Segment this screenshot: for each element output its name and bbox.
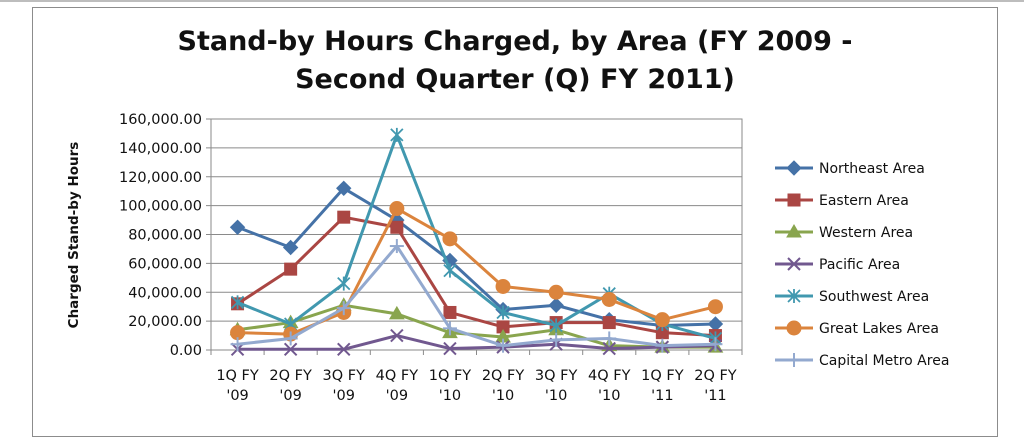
data-point-eastern-area	[284, 262, 298, 276]
x-tick-label-year: '10	[598, 388, 620, 404]
x-tick-label-year: '11	[704, 388, 726, 404]
x-tick-label: 2Q FY	[482, 368, 525, 384]
y-tick-label: 20,000.00	[128, 314, 202, 330]
series-line-eastern-area	[236, 215, 716, 338]
data-point-pacific-area	[443, 341, 457, 356]
top-border-line	[0, 0, 1024, 2]
data-point-great-lakes-area	[601, 291, 617, 307]
legend-marker-northeast-area	[786, 160, 802, 176]
data-point-great-lakes-area	[442, 231, 458, 247]
x-tick-label-year: '10	[492, 388, 514, 404]
data-point-northeast-area	[707, 316, 724, 332]
data-point-northeast-area	[336, 180, 352, 197]
data-point-capital-metro-area	[708, 337, 723, 352]
x-tick-label: 1Q FY	[429, 368, 472, 384]
series-line-southwest-area	[236, 133, 716, 340]
x-tick-label-year: '09	[386, 388, 408, 404]
x-tick-label: 2Q FY	[269, 368, 312, 384]
data-point-northeast-area	[548, 297, 564, 313]
data-point-capital-metro-area	[283, 331, 298, 346]
data-point-pacific-area	[602, 341, 616, 356]
data-point-northeast-area	[229, 219, 246, 235]
series-line-northeast-area	[237, 186, 716, 327]
y-tick-label: 40,000.00	[128, 285, 202, 301]
data-point-eastern-area	[443, 305, 457, 319]
data-point-southwest-area	[230, 295, 245, 310]
x-tick-label: 4Q FY	[588, 368, 631, 384]
legend-marker-western-area	[786, 224, 802, 238]
x-tick-label-year: '11	[651, 388, 673, 404]
x-tick-label: 3Q FY	[535, 368, 578, 384]
legend-label-southwest-area: Southwest Area	[819, 289, 929, 305]
y-axis-label: Charged Stand-by Hours	[66, 142, 82, 329]
data-point-capital-metro-area	[496, 338, 511, 353]
x-tick-label-year: '09	[333, 388, 355, 404]
legend-label-capital-metro-area: Capital Metro Area	[819, 353, 949, 369]
x-tick-label: 3Q FY	[323, 368, 366, 384]
data-point-great-lakes-area	[389, 201, 405, 217]
x-tick-label-year: '10	[545, 388, 567, 404]
y-tick-label: 80,000.00	[128, 228, 202, 244]
chart-title-line-1: Stand-by Hours Charged, by Area (FY 2009…	[178, 26, 853, 57]
chart-title-line-2: Second Quarter (Q) FY 2011)	[295, 64, 735, 95]
data-point-eastern-area	[390, 220, 404, 234]
legend-label-pacific-area: Pacific Area	[819, 257, 900, 273]
data-point-capital-metro-area	[655, 338, 670, 353]
data-point-southwest-area	[390, 127, 404, 142]
y-tick-label: 160,000.00	[119, 112, 202, 128]
series-line-pacific-area	[237, 334, 716, 351]
data-point-capital-metro-area	[389, 239, 404, 254]
legend-marker-southwest-area	[787, 289, 801, 303]
data-point-capital-metro-area	[602, 331, 617, 346]
y-tick-label: 140,000.00	[119, 141, 202, 157]
chart-frame	[32, 7, 998, 437]
data-point-southwest-area	[549, 318, 563, 333]
data-point-pacific-area	[283, 342, 298, 356]
legend-marker-capital-metro-area	[787, 353, 801, 367]
data-point-great-lakes-area	[495, 278, 511, 294]
x-tick-label-year: '09	[279, 388, 301, 404]
series-line-capital-metro-area	[237, 244, 716, 348]
legend-marker-eastern-area	[787, 193, 801, 207]
y-tick-label: 120,000.00	[119, 170, 202, 186]
legend-label-northeast-area: Northeast Area	[819, 161, 925, 177]
data-point-pacific-area	[390, 328, 404, 343]
data-point-southwest-area	[496, 305, 510, 320]
data-point-southwest-area	[443, 263, 457, 278]
x-tick-label-year: '09	[226, 388, 248, 404]
data-point-eastern-area	[602, 316, 616, 330]
data-point-southwest-area	[337, 276, 351, 291]
legend-marker-pacific-area	[787, 257, 801, 271]
data-point-great-lakes-area	[654, 312, 670, 328]
legend-label-western-area: Western Area	[819, 225, 913, 241]
data-point-western-area	[388, 305, 405, 320]
data-point-capital-metro-area	[442, 321, 457, 336]
x-tick-label: 2Q FY	[694, 368, 737, 384]
data-point-great-lakes-area	[707, 299, 723, 315]
data-point-capital-metro-area	[230, 337, 245, 352]
x-tick-label: 1Q FY	[641, 368, 684, 384]
x-tick-label-year: '10	[439, 388, 461, 404]
data-point-capital-metro-area	[336, 301, 351, 316]
data-point-northeast-area	[282, 239, 299, 256]
x-tick-label: 1Q FY	[216, 368, 259, 384]
data-point-pacific-area	[337, 342, 351, 356]
x-tick-label: 4Q FY	[376, 368, 419, 384]
data-point-capital-metro-area	[549, 332, 564, 347]
y-tick-label: 0.00	[170, 343, 202, 359]
y-tick-label: 100,000.00	[119, 199, 202, 215]
data-point-eastern-area	[337, 210, 351, 224]
legend-marker-great-lakes-area	[786, 320, 802, 336]
data-point-great-lakes-area	[548, 284, 564, 300]
legend-label-eastern-area: Eastern Area	[819, 193, 909, 209]
legend-label-great-lakes-area: Great Lakes Area	[819, 321, 939, 337]
y-tick-label: 60,000.00	[128, 256, 202, 272]
